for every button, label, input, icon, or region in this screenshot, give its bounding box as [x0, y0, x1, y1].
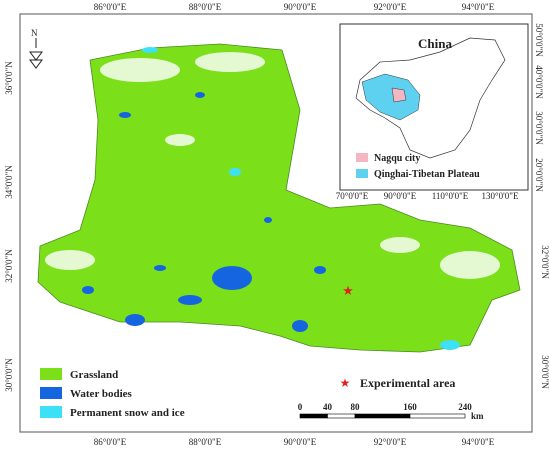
left-label: 32°0'0"N — [4, 249, 14, 283]
bare-patches — [45, 52, 500, 279]
bottom-label: 92°0'0"E — [374, 437, 407, 447]
inset-y-label: 50°0'0"N — [534, 23, 544, 57]
scale-segment — [409, 413, 466, 419]
nagqu-inset — [391, 87, 407, 103]
bottom-label: 90°0'0"E — [284, 437, 317, 447]
legend-label: Water bodies — [70, 388, 133, 400]
inset-legend-label: Nagqu city — [374, 153, 420, 164]
scale-label: 240 — [458, 402, 472, 412]
inset-x-label: 110°0'0"E — [432, 191, 469, 201]
left-label: 30°0'0"N — [4, 358, 14, 392]
legend-label: Permanent snow and ice — [70, 407, 185, 419]
snow-ice — [142, 47, 241, 176]
inset-legend-swatch — [356, 153, 368, 162]
right-label: 32°0'0"N — [540, 245, 550, 279]
inset-x-label: 70°0'0"E — [336, 191, 369, 201]
bottom-label: 86°0'0"E — [94, 437, 127, 447]
marker-symbol: ★ — [340, 376, 351, 390]
bottom-label: 94°0'0"E — [462, 437, 495, 447]
inset-y-label: 40°0'0"N — [534, 65, 544, 99]
marker-label: Experimental area — [360, 376, 455, 390]
inset-legend-swatch — [356, 169, 368, 178]
bottom-label: 88°0'0"E — [189, 437, 222, 447]
legend-swatch — [40, 387, 62, 399]
legend-swatch — [40, 406, 62, 418]
scale-label: 0 — [298, 402, 303, 412]
top-label: 90°0'0"E — [284, 2, 317, 12]
scale-segment — [354, 413, 411, 419]
scale-unit: km — [471, 411, 484, 421]
north-arrow — [29, 38, 43, 69]
scale-segment — [299, 413, 328, 419]
inset-y-label: 20°0'0"N — [534, 158, 544, 192]
inset-y-label: 30°0'0"N — [534, 111, 544, 145]
top-label: 92°0'0"E — [374, 2, 407, 12]
scale-segment — [327, 413, 356, 419]
left-label: 36°0'0"N — [4, 61, 14, 95]
top-label: 88°0'0"E — [189, 2, 222, 12]
scale-label: 160 — [403, 402, 417, 412]
experimental-site: ★ — [342, 283, 354, 298]
scale-label: 80 — [351, 402, 361, 412]
right-label: 30°0'0"N — [540, 355, 550, 389]
water-bodies — [82, 92, 460, 350]
left-label: 34°0'0"N — [4, 165, 14, 199]
plateau-outline — [361, 73, 421, 121]
inset-x-label: 90°0'0"E — [384, 191, 417, 201]
top-label: 94°0'0"E — [462, 2, 495, 12]
top-label: 86°0'0"E — [94, 2, 127, 12]
china-outline — [355, 37, 506, 159]
legend-swatch — [40, 368, 62, 380]
scale-label: 40 — [323, 402, 333, 412]
inset-x-label: 130°0'0"E — [482, 191, 519, 201]
inset-title: China — [418, 36, 452, 51]
legend-label: Grassland — [70, 369, 118, 381]
inset-legend-label: Qinghai-Tibetan Plateau — [374, 169, 480, 180]
north-label: N — [31, 28, 38, 38]
